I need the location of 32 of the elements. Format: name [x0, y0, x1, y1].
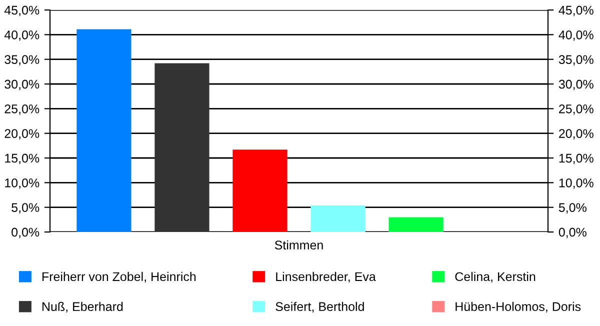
y-tick-label: 25,0%: [4, 104, 40, 115]
y-tick-label: 10,0%: [5, 178, 40, 189]
text: 35,0%: [558, 55, 594, 66]
y-tick-label: 0,0%: [12, 228, 40, 238]
bar: [232, 150, 288, 232]
legend-label: Nuß, Eberhard: [42, 302, 123, 313]
text: 25,0%: [559, 104, 594, 115]
bar: [154, 63, 210, 232]
legend-label: Freiherr von Zobel, Heinrich: [42, 272, 196, 283]
legend-label: Hüben-Holomos, Doris: [456, 302, 581, 313]
text: 10,0%: [559, 178, 594, 189]
text: 0,0%: [558, 228, 586, 238]
text: 45,0%: [558, 6, 594, 16]
legend-label: Seifert, Berthold: [276, 302, 364, 313]
text: 40,0%: [558, 30, 594, 41]
text: 15,0%: [559, 154, 594, 164]
y-tick-label: 20,0%: [4, 129, 40, 140]
bar: [310, 205, 366, 232]
text: 5,0%: [558, 203, 586, 214]
y-tick-label: 30,0%: [4, 80, 40, 90]
bar: [76, 29, 132, 232]
y-tick-label: 35,0%: [4, 55, 40, 66]
legend-label: Linsenbreder, Eva: [276, 272, 376, 283]
x-tick-label: Stimmen: [274, 240, 323, 250]
bar: [388, 217, 444, 232]
y-tick-label: 45,0%: [4, 6, 40, 16]
text: 30,0%: [558, 80, 594, 90]
legend-label: Celina, Kerstin: [455, 272, 536, 283]
y-tick-label: 5,0%: [12, 203, 40, 214]
y-tick-label: 40,0%: [4, 30, 40, 41]
y-tick-label: 15,0%: [5, 154, 40, 164]
text: 20,0%: [559, 129, 594, 140]
